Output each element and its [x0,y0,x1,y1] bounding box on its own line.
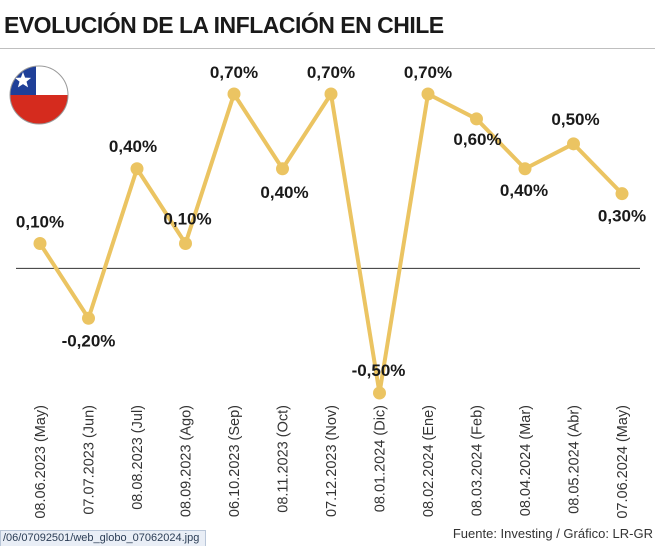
data-label: 0,40% [260,183,308,202]
data-label: 0,60% [453,130,501,149]
data-point [130,162,144,176]
source-note: Fuente: Investing / Gráfico: LR-GR [452,526,653,541]
data-point [421,87,435,101]
data-label: 0,40% [109,137,157,156]
x-tick-label: 08.06.2023 (May) [33,405,49,519]
chart-title: EVOLUCIÓN DE LA INFLACIÓN EN CHILE [4,12,444,38]
x-tick-label: 07.06.2024 (May) [615,405,631,519]
x-tick-label: 08.04.2024 (Mar) [518,405,534,516]
chile-flag-icon [9,65,69,125]
data-label: 0,70% [404,63,452,82]
data-point [33,237,47,250]
data-point [373,386,386,400]
data-point [567,137,580,151]
data-point [615,187,629,201]
data-point [518,162,532,176]
x-tick-label: 06.10.2023 (Sep) [227,405,243,517]
title-divider [0,48,655,49]
data-label: 0,30% [598,207,646,226]
data-label: -0,20% [62,331,116,350]
data-label: 0,10% [163,210,211,229]
x-tick-label: 08.03.2024 (Feb) [470,405,486,516]
data-label: 0,10% [16,213,64,232]
x-tick-label: 08.01.2024 (Dic) [373,405,389,512]
x-tick-label: 08.08.2023 (Jul) [130,405,146,510]
data-point [179,237,192,250]
x-tick-label: 07.12.2023 (Nov) [324,405,340,517]
data-point [324,87,338,101]
data-point [276,162,289,176]
data-label: 0,70% [210,63,258,82]
data-point [470,112,483,126]
x-tick-label: 08.05.2024 (Abr) [567,405,583,514]
data-label: 0,50% [551,110,599,129]
x-tick-label: 08.11.2023 (Oct) [276,405,292,513]
data-point [227,87,241,101]
data-label: -0,50% [352,361,406,380]
data-point [82,311,95,325]
x-tick-label: 07.07.2023 (Jun) [82,405,98,515]
x-tick-label: 08.09.2023 (Ago) [179,405,195,517]
x-tick-label: 08.02.2024 (Ene) [421,405,437,517]
url-bar[interactable]: /06/07092501/web_globo_07062024.jpg [0,530,207,546]
data-label: 0,70% [307,63,355,82]
data-label: 0,40% [500,181,548,200]
